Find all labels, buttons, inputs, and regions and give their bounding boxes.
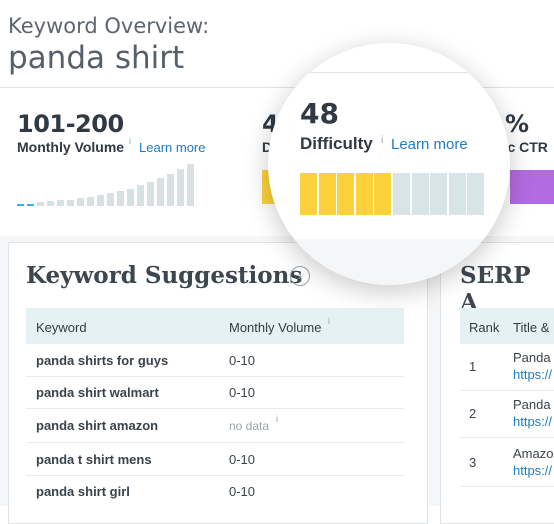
serp-title[interactable]: Panda t (513, 397, 554, 412)
serp-row[interactable]: 3 Amazo https:// (460, 440, 554, 487)
difficulty-segment-empty (393, 173, 410, 215)
serp-row[interactable]: 2 Panda t https:// (460, 391, 554, 438)
column-header-title[interactable]: Title & (513, 320, 550, 335)
volume-bar (77, 198, 84, 206)
difficulty-segment-filled (300, 173, 317, 215)
serp-url-link[interactable]: https:// (513, 414, 553, 429)
volume-bar (167, 174, 174, 206)
volume-bar (117, 191, 124, 206)
volume-label: Monthly Volume (17, 139, 125, 155)
column-header-volume[interactable]: Monthly Volume (229, 320, 322, 335)
serp-rank: 1 (469, 359, 477, 374)
volume-cell: 0-10 (229, 484, 256, 499)
ctr-value-partial: % (505, 110, 530, 138)
volume-bar (17, 204, 24, 206)
volume-bar (47, 201, 54, 206)
volume-value: 101-200 (17, 110, 124, 138)
volume-bar (147, 182, 154, 206)
serp-rank: 2 (469, 406, 477, 421)
difficulty-segment-filled (374, 173, 392, 215)
no-data-info-icon[interactable]: i (276, 414, 278, 424)
keyword-cell[interactable]: panda t shirt mens (36, 452, 152, 467)
volume-cell: 0-10 (229, 452, 256, 467)
volume-bar (107, 193, 114, 206)
column-header-rank[interactable]: Rank (469, 320, 500, 335)
difficulty-magnifier: 48 Difficulty i Learn more (268, 43, 510, 285)
difficulty-value: 48 (300, 97, 339, 130)
table-row[interactable]: panda shirt girl 0-10 (26, 475, 404, 507)
table-row[interactable]: panda shirt walmart 0-10 (26, 376, 404, 409)
difficulty-info-icon[interactable]: i (381, 135, 384, 146)
serp-url-link[interactable]: https:// (513, 463, 553, 478)
difficulty-label-partial: D (262, 139, 273, 155)
keyword-suggestions-card (8, 242, 428, 524)
difficulty-segment-empty (430, 173, 448, 215)
header-divider (0, 87, 554, 88)
volume-cell: 0-10 (229, 385, 256, 400)
serp-table-header (460, 308, 554, 344)
volume-learn-more-link[interactable]: Learn more (139, 140, 206, 155)
difficulty-segment-filled (337, 173, 355, 215)
serp-row[interactable]: 1 Panda T https:// (460, 344, 554, 391)
volume-info-icon[interactable]: i (129, 136, 131, 146)
volume-column-info-icon[interactable]: i (328, 316, 330, 326)
keyword-cell[interactable]: panda shirts for guys (36, 353, 169, 368)
table-row[interactable]: panda shirts for guys 0-10 (26, 344, 404, 377)
volume-cell: no data (229, 419, 270, 433)
difficulty-label: Difficulty (300, 134, 373, 153)
volume-bar (187, 164, 194, 206)
table-row[interactable]: panda shirt amazon no data i (26, 408, 404, 443)
volume-bar (137, 185, 144, 206)
volume-bar (57, 200, 64, 206)
page-title: panda shirt (8, 40, 185, 76)
volume-bar (37, 202, 44, 206)
serp-title[interactable]: Amazo (513, 446, 554, 461)
volume-cell: 0-10 (229, 353, 256, 368)
difficulty-segment-empty (448, 173, 466, 215)
difficulty-segment-filled (318, 173, 336, 215)
table-row[interactable]: panda t shirt mens 0-10 (26, 443, 404, 476)
difficulty-segment-empty (411, 173, 429, 215)
keyword-cell[interactable]: panda shirt girl (36, 484, 130, 499)
keyword-cell[interactable]: panda shirt walmart (36, 385, 159, 400)
volume-bar (27, 204, 34, 206)
suggestions-table-header (26, 308, 404, 344)
volume-bar (157, 178, 164, 206)
serp-url-link[interactable]: https:// (513, 367, 553, 382)
page-label: Keyword Overview: (8, 14, 210, 38)
difficulty-segment-empty (467, 173, 485, 215)
volume-bar (177, 169, 184, 206)
lens-lower-background (268, 239, 510, 285)
keyword-cell[interactable]: panda shirt amazon (36, 418, 159, 433)
serp-title[interactable]: Panda T (513, 350, 554, 365)
lens-header-divider (268, 72, 510, 73)
keyword-suggestions-title: Keyword Suggestions (26, 262, 303, 289)
ctr-bar-partial (510, 170, 554, 204)
volume-bar (127, 189, 134, 206)
volume-trend-chart (17, 160, 197, 206)
difficulty-segment-filled (355, 173, 373, 215)
difficulty-learn-more-link[interactable]: Learn more (391, 136, 468, 153)
serp-rank: 3 (469, 455, 477, 470)
serp-analysis-card (440, 242, 554, 524)
volume-bar (97, 195, 104, 206)
volume-bar (87, 197, 94, 206)
column-header-keyword[interactable]: Keyword (36, 320, 87, 335)
volume-bar (67, 200, 74, 206)
